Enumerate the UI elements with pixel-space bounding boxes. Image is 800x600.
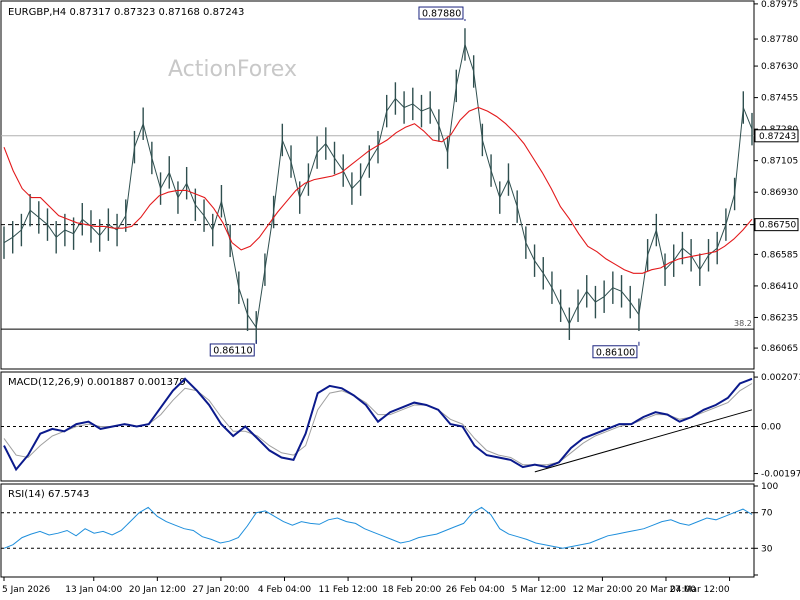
rsi-panel: RSI(14) 67.5743 100 70 30	[0, 482, 778, 578]
x-tick-label: 18 Feb 20:00	[382, 585, 441, 595]
x-tick-label: 13 Jan 04:00	[65, 585, 122, 595]
x-tick-label: 11 Feb 12:00	[319, 585, 378, 595]
x-tick-label: 27 Mar 12:00	[669, 585, 729, 595]
main-y-tick-label: 0.86585	[761, 250, 798, 260]
watermark: ActionForex	[168, 57, 297, 82]
main-y-tick-label: 0.87975	[761, 0, 798, 10]
macd-y-tick-label: -0.001972	[761, 470, 800, 480]
annotation-box	[418, 6, 464, 20]
x-tick-label: 12 Mar 20:00	[572, 585, 632, 595]
level-label: 0.86750	[759, 221, 796, 231]
x-tick-label: 4 Feb 04:00	[258, 585, 312, 595]
price-line	[3, 42, 753, 329]
rsi-plot	[1, 506, 754, 549]
annotation-label: 0.86110	[213, 345, 252, 356]
current-price-box	[754, 129, 799, 143]
macd-plot	[1, 377, 754, 473]
current-price-label: 0.87243	[759, 132, 796, 142]
main-y-tick-label: 0.86065	[761, 344, 798, 354]
annotation-box	[592, 345, 638, 359]
x-tick-label: 27 Jan 20:00	[192, 585, 249, 595]
moving-average-line	[3, 106, 753, 274]
macd-panel: MACD(12,26,9) 0.001887 0.001379 0.002071…	[0, 371, 800, 482]
rsi-y-axis: 100 70 30	[754, 482, 778, 576]
rsi-y-tick-label: 70	[761, 509, 773, 519]
main-y-tick-label: 0.87105	[761, 157, 798, 167]
rsi-y-tick-label: 30	[761, 544, 773, 554]
main-panel: EURGBP,H4 0.87317 0.87323 0.87168 0.8724…	[0, 0, 799, 370]
annotation-label: 0.86100	[596, 347, 635, 358]
macd-y-tick-label: 0.00	[761, 423, 781, 433]
main-y-tick-label: 0.86410	[761, 282, 798, 292]
macd-trendline	[534, 409, 753, 473]
main-y-tick-label: 0.86930	[761, 188, 798, 198]
x-tick-label: 5 Jan 2026	[2, 585, 50, 595]
rsi-header: RSI(14) 67.5743	[8, 489, 89, 500]
main-y-tick-label: 0.87455	[761, 94, 798, 104]
main-y-tick-label: 0.87630	[761, 62, 798, 72]
main-header: EURGBP,H4 0.87317 0.87323 0.87168 0.8724…	[8, 7, 244, 18]
main-y-tick-label: 0.87780	[761, 35, 798, 45]
macd-line	[3, 377, 753, 472]
fib-level-label: 38.2	[734, 319, 752, 328]
x-tick-label: 5 Mar 12:00	[512, 585, 567, 595]
annotation-box	[209, 343, 255, 357]
main-y-axis: 0.879750.877800.876300.874550.872800.871…	[754, 0, 798, 354]
macd-y-axis: 0.002071 0.00 -0.001972	[754, 373, 800, 480]
x-axis: 5 Jan 2026 13 Jan 04:00 20 Jan 12:00 27 Jan…	[2, 577, 731, 595]
macd-header: MACD(12,26,9) 0.001887 0.001379	[8, 377, 186, 388]
rsi-y-tick-label: 100	[761, 482, 778, 492]
x-tick-label: 20 Jan 12:00	[129, 585, 186, 595]
level-box	[754, 218, 799, 232]
x-tick-label: 20 Mar 04:00	[636, 585, 696, 595]
x-tick-label: 26 Feb 04:00	[446, 585, 505, 595]
macd-y-tick-label: 0.002071	[761, 373, 800, 383]
annotation-label: 0.87880	[422, 9, 461, 20]
main-y-tick-label: 0.86235	[761, 313, 798, 323]
main-plot: 0.87243 0.86750 38.2 0.87880 0.86110 0.86100	[1, 6, 799, 359]
rsi-line	[3, 506, 753, 549]
